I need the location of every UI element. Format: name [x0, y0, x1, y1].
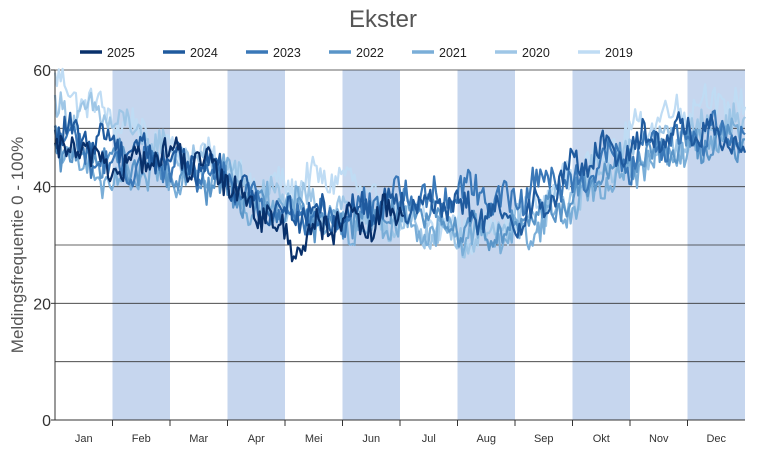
x-tick-label-jun: Jun	[362, 433, 380, 445]
y-tick-label: 60	[33, 63, 51, 80]
legend-label-2023: 2023	[273, 46, 301, 60]
legend-label-2020: 2020	[522, 46, 550, 60]
legend-label-2024: 2024	[190, 46, 218, 60]
series-line-2025	[53, 134, 405, 263]
legend-label-2021: 2021	[439, 46, 467, 60]
y-axis-label: Meldingsfrequentie 0 - 100%	[8, 137, 27, 353]
x-tick-label-jul: Jul	[422, 433, 436, 445]
legend-label-2019: 2019	[605, 46, 633, 60]
x-tick-label-mei: Mei	[305, 433, 323, 445]
legend-label-2025: 2025	[107, 46, 135, 60]
x-tick-label-apr: Apr	[248, 433, 265, 445]
x-tick-label-mar: Mar	[189, 433, 208, 445]
y-tick-label: 40	[33, 180, 51, 197]
series-line-2023	[53, 109, 746, 238]
series-line-2019	[53, 67, 747, 255]
chart-title: Ekster	[349, 6, 417, 33]
x-tick-label-sep: Sep	[534, 433, 554, 445]
x-tick-label-dec: Dec	[706, 433, 726, 445]
x-tick-label-jan: Jan	[75, 433, 93, 445]
y-tick-label: 0	[42, 413, 51, 430]
legend-label-2022: 2022	[356, 46, 384, 60]
x-tick-label-aug: Aug	[476, 433, 496, 445]
x-tick-label-okt: Okt	[593, 433, 610, 445]
x-tick-label-nov: Nov	[649, 433, 669, 445]
y-tick-label: 20	[33, 296, 51, 313]
x-tick-label-feb: Feb	[132, 433, 151, 445]
